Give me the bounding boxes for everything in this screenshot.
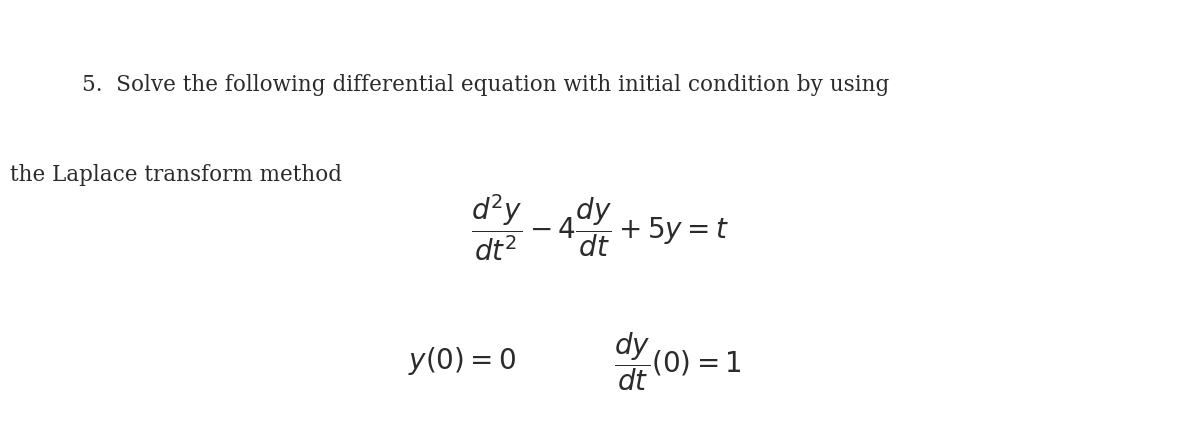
- Text: $y(0) = 0$: $y(0) = 0$: [408, 345, 516, 378]
- Text: $\dfrac{d^2y}{dt^2} - 4\dfrac{dy}{dt} + 5y = t$: $\dfrac{d^2y}{dt^2} - 4\dfrac{dy}{dt} + …: [472, 193, 728, 263]
- Text: 5.  Solve the following differential equation with initial condition by using: 5. Solve the following differential equa…: [82, 74, 889, 96]
- Text: the Laplace transform method: the Laplace transform method: [10, 164, 342, 186]
- Text: $\dfrac{dy}{dt}(0) = 1$: $\dfrac{dy}{dt}(0) = 1$: [614, 330, 742, 393]
